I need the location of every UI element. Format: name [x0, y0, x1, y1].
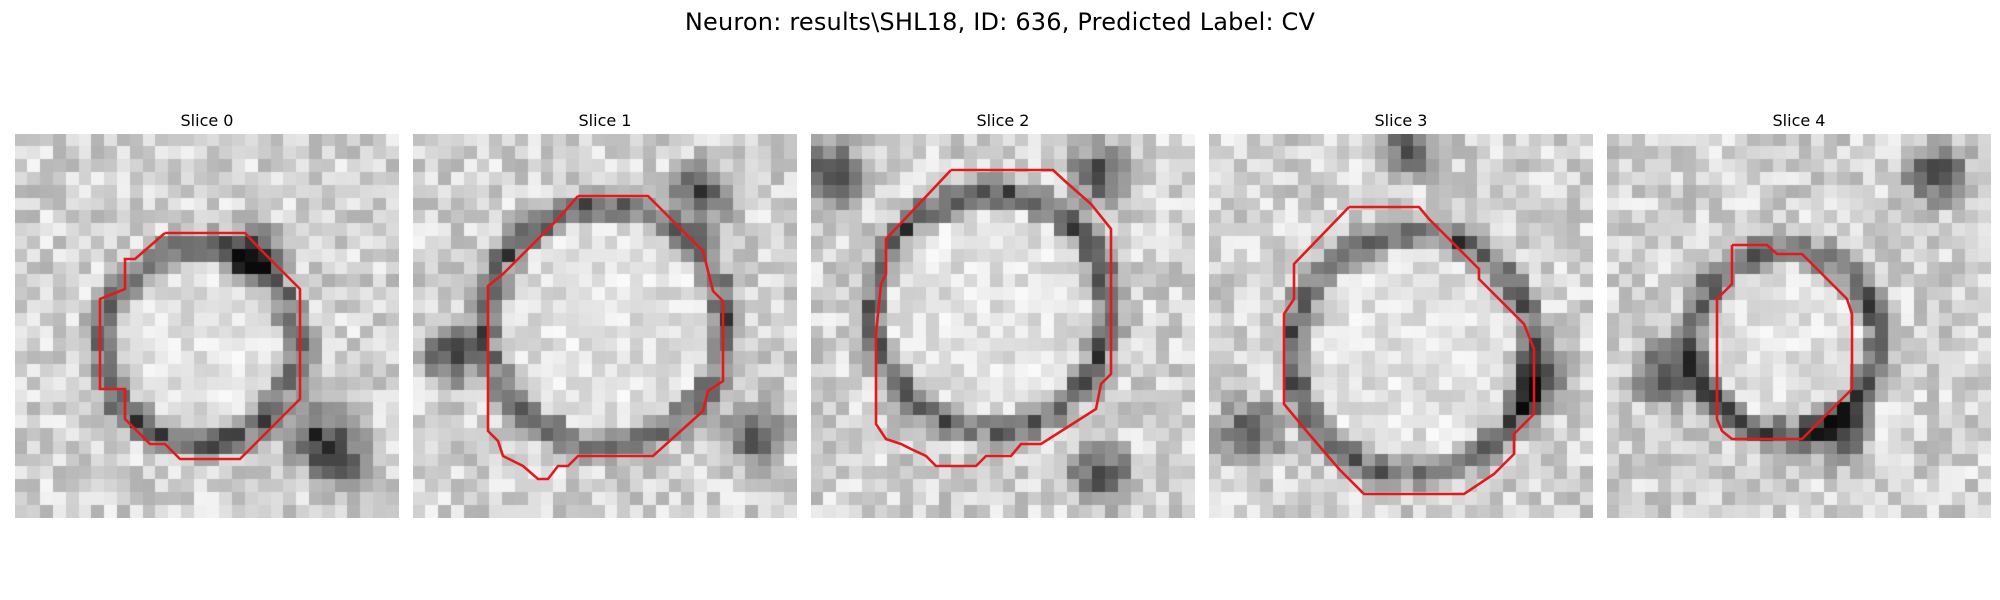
- roi-outline-0: [98, 231, 302, 461]
- grayscale-slice-4: [1607, 134, 1991, 518]
- slice-image-3: [1209, 134, 1593, 518]
- slice-panel-2: Slice 2: [811, 110, 1195, 518]
- roi-outline-3: [1282, 205, 1536, 496]
- slice-image-1: [413, 134, 797, 518]
- slice-panel-4: Slice 4: [1607, 110, 1991, 518]
- figure-title: Neuron: results\SHL18, ID: 636, Predicte…: [684, 8, 1316, 36]
- roi-outline-1: [486, 194, 725, 481]
- slice-image-0: [15, 134, 399, 518]
- roi-outline-2: [874, 168, 1113, 468]
- roi-outline-4: [1715, 243, 1854, 441]
- slice-panel-0: Slice 0: [15, 110, 399, 518]
- slice-title-0: Slice 0: [180, 111, 234, 130]
- grayscale-slice-0: [15, 134, 399, 518]
- slice-title-4: Slice 4: [1772, 111, 1826, 130]
- slice-image-4: [1607, 134, 1991, 518]
- slice-title-1: Slice 1: [578, 111, 632, 130]
- slice-panel-1: Slice 1: [413, 110, 797, 518]
- grayscale-slice-3: [1209, 134, 1593, 518]
- slice-title-3: Slice 3: [1374, 111, 1428, 130]
- slice-image-2: [811, 134, 1195, 518]
- grayscale-slice-1: [413, 134, 797, 518]
- grayscale-slice-2: [811, 134, 1195, 518]
- slice-panel-3: Slice 3: [1209, 110, 1593, 518]
- slice-title-2: Slice 2: [976, 111, 1030, 130]
